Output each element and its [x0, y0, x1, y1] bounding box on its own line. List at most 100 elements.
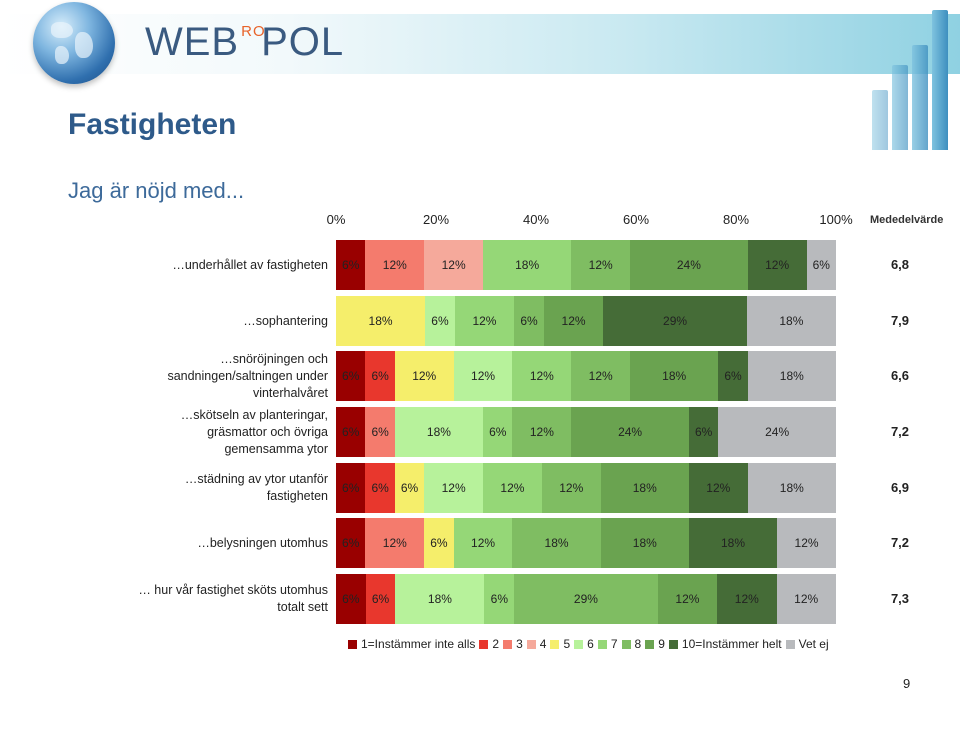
- legend-swatch: [668, 639, 678, 649]
- bar-segment: 6%: [336, 351, 366, 401]
- segment-value-label: 6%: [520, 314, 538, 328]
- bar-segment: 12%: [394, 351, 454, 401]
- segment-value-label: 18%: [632, 536, 657, 550]
- segment-value-label: 6%: [371, 425, 389, 439]
- bar-segment: 6%: [336, 463, 366, 513]
- segment-value-label: 18%: [632, 481, 657, 495]
- mean-value: 7,2: [890, 424, 910, 439]
- segment-value-label: 12%: [559, 481, 584, 495]
- bar-segment: 18%: [747, 351, 836, 401]
- segment-value-label: 24%: [618, 425, 643, 439]
- bar-segment: 12%: [657, 574, 718, 624]
- bar-segment: 12%: [541, 463, 601, 513]
- legend-swatch: [503, 639, 513, 649]
- segment-value-label: 6%: [400, 481, 419, 495]
- bar-segment: 6%: [336, 407, 366, 457]
- bar-segment: 12%: [543, 296, 604, 346]
- category-label: …sophantering: [243, 313, 328, 328]
- segment-value-label: 18%: [721, 536, 746, 550]
- bar-segment: 18%: [747, 463, 836, 513]
- bar-segment: 6%: [718, 351, 748, 401]
- x-tick-label: 20%: [422, 212, 450, 227]
- segment-value-label: 6%: [342, 258, 360, 272]
- segment-value-label: 6%: [342, 425, 360, 439]
- bar-segment: 24%: [718, 407, 836, 457]
- bar-segment: 18%: [746, 296, 836, 346]
- stacked-bar: 6% 12% 6% 12% 18% 18% 18% 12%: [336, 518, 836, 568]
- segment-value-label: 18%: [779, 369, 804, 383]
- bar-segment: 6%: [425, 296, 455, 346]
- bar-segment: 6%: [336, 518, 366, 568]
- segment-value-label: 6%: [430, 536, 448, 550]
- legend-item: 10=Instämmer helt: [668, 637, 782, 651]
- bar-segment: 29%: [514, 574, 658, 624]
- bar-segment: 12%: [483, 463, 542, 513]
- segment-value-label: 12%: [529, 369, 554, 383]
- segment-value-label: 6%: [342, 592, 360, 606]
- segment-value-label: 6%: [342, 536, 360, 550]
- webropol-logo: WEB ROPOL: [145, 20, 345, 64]
- mean-value: 6,8: [890, 257, 910, 272]
- segment-value-label: 12%: [561, 314, 586, 328]
- stacked-bar: 18% 6% 12% 6% 12% 29% 18%: [336, 296, 836, 346]
- bar-segment: 18%: [512, 518, 601, 568]
- legend-swatch: [348, 639, 357, 649]
- segment-value-label: 12%: [471, 369, 496, 383]
- segment-value-label: 12%: [734, 592, 759, 606]
- bar-segment: 12%: [365, 240, 425, 290]
- segment-value-label: 12%: [706, 481, 731, 495]
- legend-label: 4: [539, 637, 547, 651]
- bar-segment: 18%: [600, 463, 689, 513]
- bar-segment: 24%: [630, 240, 748, 290]
- bar-segment: 12%: [777, 518, 836, 568]
- segment-value-label: 29%: [573, 592, 598, 606]
- segment-value-label: 12%: [529, 425, 554, 439]
- bar-segment: 6%: [365, 407, 395, 457]
- legend-item: 8: [621, 637, 641, 651]
- segment-value-label: 6%: [371, 369, 389, 383]
- segment-value-label: 12%: [382, 258, 407, 272]
- segment-value-label: 12%: [382, 536, 407, 550]
- category-label: …underhållet av fastigheten: [172, 257, 328, 272]
- header-band: [0, 14, 960, 74]
- bar-segment: 6%: [514, 296, 544, 346]
- legend-label: 6: [587, 637, 594, 651]
- segment-value-label: 12%: [412, 369, 437, 383]
- legend-label: 3: [516, 637, 523, 651]
- bar-segment: 6%: [688, 407, 719, 457]
- segment-value-label: 29%: [663, 314, 688, 328]
- bar-segment: 6%: [394, 463, 425, 513]
- legend-label: 2: [492, 637, 500, 651]
- segment-value-label: 12%: [441, 481, 466, 495]
- bar-segment: 6%: [484, 574, 515, 624]
- segment-value-label: 12%: [471, 536, 496, 550]
- bar-segment: 12%: [365, 518, 425, 568]
- segment-value-label: 18%: [544, 536, 569, 550]
- segment-value-label: 12%: [588, 258, 613, 272]
- bar-segment: 12%: [453, 351, 513, 401]
- legend-swatch: [526, 639, 536, 649]
- bar-segment: 12%: [454, 296, 515, 346]
- globe-icon: [33, 2, 115, 84]
- legend-item: 3: [503, 637, 523, 651]
- segment-value-label: 18%: [779, 481, 804, 495]
- stacked-bar: 6% 6% 18% 6% 29% 12% 12% 12%: [336, 574, 836, 624]
- legend-label: Vet ej: [798, 637, 829, 651]
- segment-value-label: 18%: [515, 258, 540, 272]
- legend-swatch: [574, 639, 584, 649]
- bar-segment: 6%: [365, 574, 396, 624]
- legend-swatch: [621, 639, 631, 649]
- category-label: …snöröjningen och sandningen/saltningen …: [167, 351, 328, 400]
- segment-value-label: 6%: [371, 592, 390, 606]
- page-subtitle: Jag är nöjd med...: [68, 178, 245, 203]
- segment-value-label: 12%: [794, 592, 819, 606]
- legend-item: 6: [574, 637, 594, 651]
- bar-segment: 18%: [395, 574, 485, 624]
- bar-segment: 29%: [603, 296, 747, 346]
- segment-value-label: 6%: [724, 369, 742, 383]
- mean-value: 7,2: [890, 535, 910, 550]
- legend-item: Vet ej: [785, 637, 829, 651]
- x-tick-label: 40%: [522, 212, 550, 227]
- legend-swatch: [597, 639, 607, 649]
- legend-item: 2: [479, 637, 499, 651]
